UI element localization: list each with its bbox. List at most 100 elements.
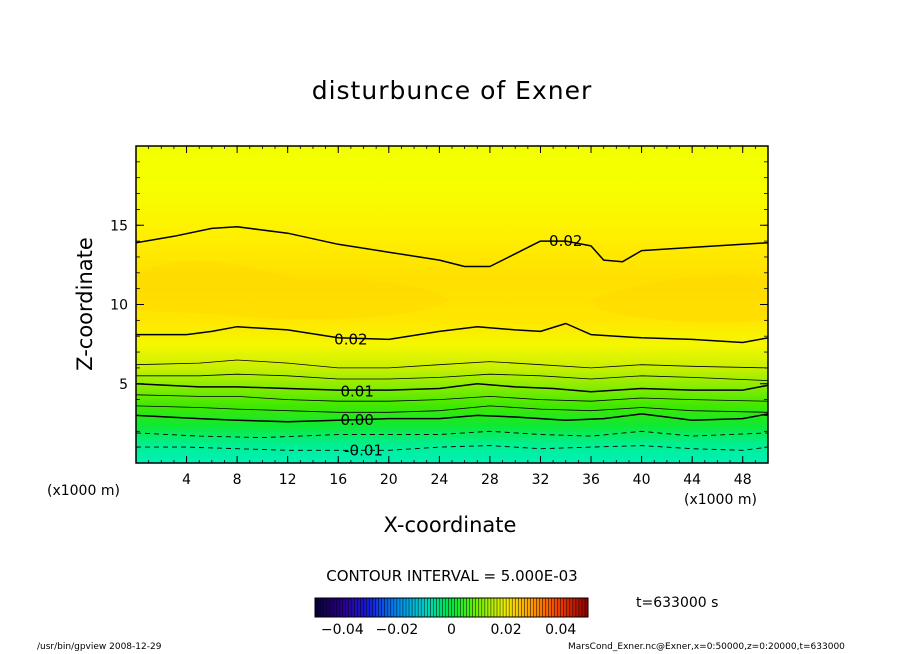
colorbar-cell <box>345 598 349 617</box>
x-tick-label: 48 <box>734 472 752 488</box>
colorbar-cell <box>545 598 549 617</box>
y-tick-label: 10 <box>110 298 128 314</box>
colorbar-cell <box>469 598 473 617</box>
high-region <box>136 260 450 320</box>
x-tick-label: 40 <box>633 472 651 488</box>
y-axis: 5 10 15 <box>110 161 768 448</box>
colorbar-cell <box>560 598 564 617</box>
colorbar: −0.04 −0.02 0 0.02 0.04 <box>314 597 589 638</box>
colorbar-cell <box>415 598 419 617</box>
y-axis-label: Z-coordinate <box>73 237 97 371</box>
colorbar-cell <box>436 598 440 617</box>
colorbar-frame <box>314 597 589 618</box>
x-tick-label: 24 <box>430 472 448 488</box>
colorbar-cell <box>430 598 434 617</box>
colorbar-cell <box>399 598 403 617</box>
contour-line <box>136 394 768 402</box>
colorbar-cell <box>451 598 455 617</box>
contour-line <box>136 359 768 369</box>
colorbar-cell <box>460 598 464 617</box>
x-tick-label: 36 <box>582 472 600 488</box>
colorbar-cell <box>524 598 528 617</box>
x-tick-label: 8 <box>233 472 242 488</box>
colorbar-cell <box>409 598 413 617</box>
colorbar-cell <box>481 598 485 617</box>
colorbar-cell <box>454 598 458 617</box>
contour-labels: 0.02 0.02 0.01 0.00 -0.01 <box>334 232 582 459</box>
colorbar-cell <box>318 598 322 617</box>
contour-interval-text: CONTOUR INTERVAL = 5.000E-03 <box>326 567 578 585</box>
x-tick-label: 4 <box>182 472 191 488</box>
colorbar-cell <box>539 598 543 617</box>
x-unit-left: (x1000 m) <box>47 483 120 499</box>
colorbar-cell <box>557 598 561 617</box>
colorbar-cell <box>442 598 446 617</box>
x-tick-label: 16 <box>329 472 347 488</box>
colorbar-cell <box>575 598 579 617</box>
footer-source: MarsCond_Exner.nc@Exner,x=0:50000,z=0:20… <box>568 642 845 652</box>
colorbar-cell <box>433 598 437 617</box>
colorbar-cell <box>563 598 567 617</box>
y-tick-label: 5 <box>119 377 128 393</box>
colorbar-cell <box>387 598 391 617</box>
footer-command: /usr/bin/gpview 2008-12-29 <box>37 642 162 652</box>
colorbar-cell <box>366 598 370 617</box>
colorbar-cell <box>336 598 340 617</box>
high-region <box>590 275 768 323</box>
colorbar-cell <box>439 598 443 617</box>
colorbar-cell <box>515 598 519 617</box>
colorbar-cell <box>357 598 361 617</box>
colorbar-cell <box>466 598 470 617</box>
colorbar-cell <box>354 598 358 617</box>
colorbar-cell <box>393 598 397 617</box>
colorbar-cell <box>363 598 367 617</box>
colorbar-cell <box>490 598 494 617</box>
colorbar-cell <box>448 598 452 617</box>
colorbar-cell <box>327 598 331 617</box>
colorbar-tick-label: −0.02 <box>375 622 418 638</box>
colorbar-cell <box>472 598 476 617</box>
colorbar-cell <box>475 598 479 617</box>
colorbar-cell <box>578 598 582 617</box>
colorbar-cell <box>521 598 525 617</box>
colorbar-cell <box>445 598 449 617</box>
contour-line <box>136 405 768 413</box>
chart-title: disturbunce of Exner <box>311 76 593 105</box>
colorbar-cell <box>315 598 319 617</box>
contour-lines <box>136 226 768 451</box>
contour-line <box>136 445 768 451</box>
colorbar-cell <box>581 598 585 617</box>
colorbar-cell <box>484 598 488 617</box>
colorbar-cell <box>463 598 467 617</box>
contour-line <box>136 226 768 268</box>
colorbar-cell <box>584 598 588 617</box>
colorbar-cell <box>384 598 388 617</box>
contour-line <box>136 383 768 393</box>
colorbar-cell <box>506 598 510 617</box>
x-unit-right: (x1000 m) <box>684 492 757 508</box>
colorbar-cell <box>369 598 373 617</box>
contour-label: 0.02 <box>334 330 367 348</box>
colorbar-cell <box>427 598 431 617</box>
colorbar-cell <box>339 598 343 617</box>
colorbar-cell <box>330 598 334 617</box>
colorbar-cell <box>551 598 555 617</box>
contour-line <box>136 322 768 344</box>
colorbar-cell <box>360 598 364 617</box>
colorbar-cell <box>324 598 328 617</box>
colorbar-cell <box>421 598 425 617</box>
colorbar-cell <box>503 598 507 617</box>
colorbar-tick-label: 0 <box>447 622 456 638</box>
colorbar-cell <box>351 598 355 617</box>
colorbar-cell <box>418 598 422 617</box>
colorbar-cell <box>527 598 531 617</box>
x-tick-label: 32 <box>532 472 550 488</box>
colorbar-cell <box>530 598 534 617</box>
colorbar-cell <box>333 598 337 617</box>
colorbar-cell <box>424 598 428 617</box>
contour-label: -0.01 <box>344 441 383 459</box>
contour-label: 0.02 <box>549 232 582 250</box>
colorbar-cell <box>554 598 558 617</box>
x-axis: 4 8 12 16 20 24 28 32 36 40 44 48 <box>148 146 756 488</box>
